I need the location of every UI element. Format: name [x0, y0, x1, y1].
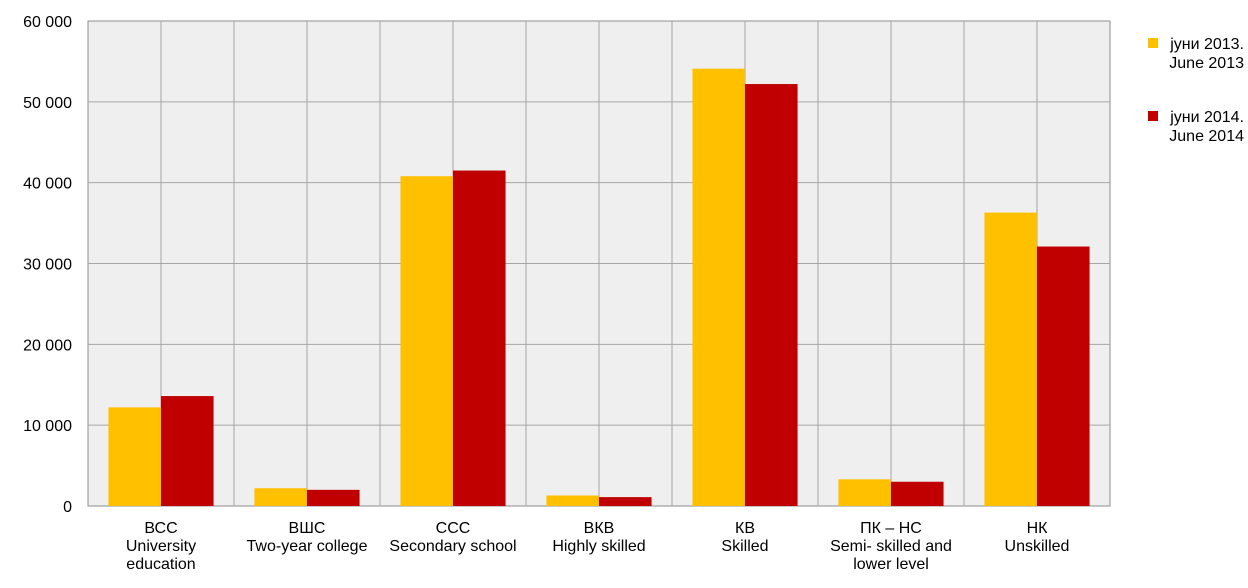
x-tick-label: ВСС University education: [126, 520, 196, 573]
bars: [108, 68, 1090, 507]
bar-2013: [108, 407, 161, 506]
y-tick-label: 0: [63, 499, 72, 516]
bar-2014: [745, 84, 798, 507]
legend-label: јуни 2014. June 2014: [1169, 109, 1244, 145]
bar-2013: [400, 176, 453, 506]
x-tick-label: ВКВ Highly skilled: [552, 520, 645, 555]
bar-2013: [984, 212, 1037, 506]
y-axis: 0 10 000 20 000 30 000 40 000 50 000 60 000: [23, 14, 72, 516]
y-tick-label: 40 000: [23, 176, 72, 193]
x-tick-label: ВШС Two-year college: [247, 520, 368, 555]
legend: јуни 2013. June 2013 јуни 2014. June 2014: [1148, 36, 1244, 145]
bar-2014: [307, 489, 360, 506]
y-tick-label: 10 000: [23, 418, 72, 435]
x-tick-label: ССС Secondary school: [389, 520, 516, 555]
y-tick-label: 50 000: [23, 95, 72, 112]
x-tick-label: НК Unskilled: [1005, 520, 1070, 555]
legend-swatch: [1148, 38, 1158, 48]
bar-2013: [692, 68, 745, 507]
bar-2013: [254, 488, 307, 506]
bar-2014: [891, 481, 944, 506]
y-tick-label: 60 000: [23, 14, 72, 31]
bar-2013: [838, 479, 891, 506]
bar-2014: [1037, 246, 1090, 506]
bar-2013: [546, 495, 599, 506]
x-tick-label: КВ Skilled: [721, 520, 768, 555]
bar-2014: [453, 170, 506, 506]
x-axis: ВСС University education ВШС Two-year colleg…: [126, 520, 1070, 573]
y-tick-label: 30 000: [23, 257, 72, 274]
bar-2014: [599, 497, 652, 506]
x-tick-label: ПК – НС Semi- skilled and lower level: [830, 520, 952, 573]
y-tick-label: 20 000: [23, 337, 72, 354]
legend-label: јуни 2013. June 2013: [1169, 36, 1244, 72]
bar-2014: [161, 396, 214, 506]
legend-swatch: [1148, 111, 1158, 121]
